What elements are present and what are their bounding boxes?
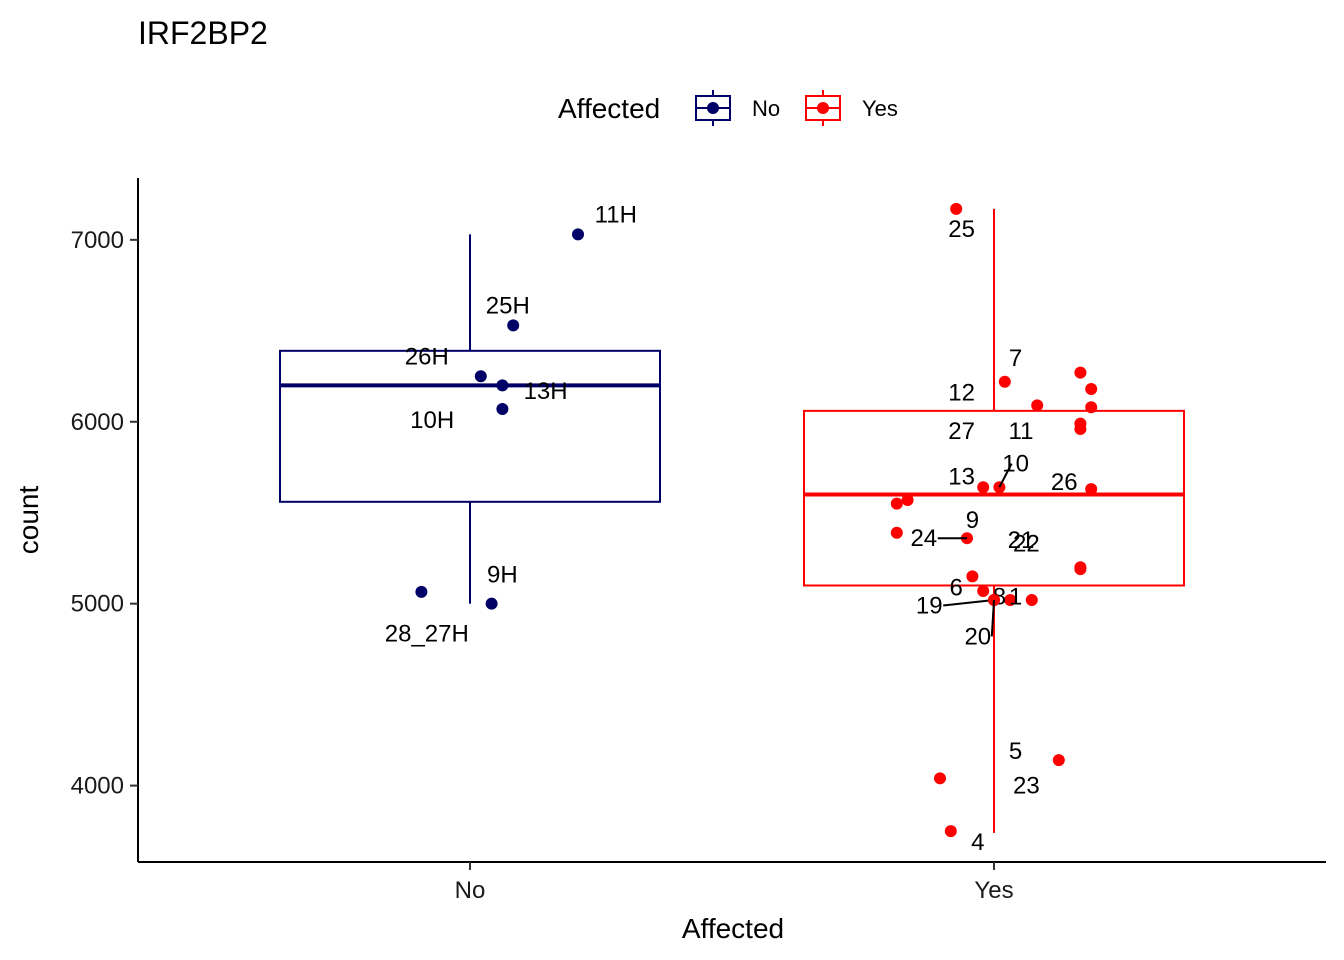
label-leader-line (943, 599, 995, 607)
point-label: 9H (487, 562, 518, 589)
x-axis-title: Affected (682, 913, 784, 944)
data-point (950, 202, 963, 215)
data-point (1052, 754, 1065, 767)
point-label: 19 (916, 593, 943, 620)
data-point (507, 319, 520, 332)
point-label: 6 (950, 574, 963, 601)
y-tick-label: 5000 (71, 591, 124, 618)
point-label: 25 (948, 216, 975, 243)
point-label: 11H (595, 201, 637, 228)
data-point (977, 584, 990, 597)
point-label: 10 (1002, 451, 1029, 478)
point-label: 22 (1013, 531, 1040, 558)
point-label: 13H (524, 378, 568, 405)
data-point (977, 481, 990, 494)
data-point (1074, 423, 1087, 436)
data-point (934, 772, 946, 785)
y-tick-label: 6000 (71, 409, 124, 436)
legend-key-point (817, 102, 829, 114)
point-label: 12 (948, 380, 975, 407)
point-label: 26H (405, 343, 449, 370)
data-point (1074, 366, 1087, 379)
x-tick-label: Yes (974, 877, 1013, 904)
data-point (474, 370, 487, 383)
label-leader-line (998, 463, 1013, 488)
data-point (415, 585, 428, 598)
data-point (1085, 483, 1098, 496)
point-label: 20 (964, 623, 991, 650)
legend: Affected No Yes (558, 90, 898, 126)
point-label: 13 (948, 463, 975, 490)
point-label: 7 (1009, 345, 1022, 372)
iqr-box (803, 409, 1185, 587)
y-axis-title: count (13, 486, 44, 555)
x-axis-ticks: No Yes (455, 862, 1014, 904)
point-label: 1 (1009, 583, 1022, 610)
point-label: 10H (410, 407, 454, 434)
point-label: 26 (1051, 469, 1078, 496)
legend-entry-no: No (695, 90, 780, 126)
point-label: 25H (486, 292, 530, 319)
legend-title: Affected (558, 93, 660, 124)
point-label: 27 (948, 418, 975, 445)
x-tick-label: No (455, 877, 486, 904)
data-point (496, 379, 509, 392)
point-label: 9 (966, 507, 979, 534)
data-point (966, 570, 979, 583)
label-leader-line (990, 599, 995, 637)
y-tick-label: 7000 (71, 227, 124, 254)
data-point (572, 228, 584, 241)
legend-entry-yes: Yes (805, 90, 898, 126)
chart-title: IRF2BP2 (138, 15, 268, 51)
point-label: 5 (1009, 738, 1022, 765)
legend-label: No (752, 96, 780, 121)
y-axis-ticks: 4000 5000 6000 7000 (71, 227, 138, 800)
data-point (901, 493, 914, 506)
legend-key-point (707, 102, 719, 114)
legend-label: Yes (862, 96, 898, 121)
box-group-no: 11H 25H 26H 13H 10H 9H 28_27H (279, 201, 661, 648)
y-tick-label: 4000 (71, 773, 124, 800)
data-point (890, 526, 903, 539)
data-point (1074, 563, 1087, 576)
point-label: 23 (1013, 773, 1040, 800)
data-point (1085, 383, 1098, 396)
plot-area: 11H 25H 26H 13H 10H 9H 28_27H 25 7 12 27 11 13 10 26 9 2… (279, 201, 1185, 856)
data-point (890, 497, 903, 510)
data-point (1025, 594, 1038, 607)
data-point (1004, 594, 1017, 607)
iqr-box (279, 349, 661, 503)
point-label: 11 (1009, 418, 1034, 445)
data-point (998, 375, 1011, 388)
data-point (496, 403, 509, 416)
point-label: 4 (971, 829, 984, 856)
data-point (944, 825, 957, 838)
data-point (1085, 401, 1098, 414)
point-label: 28_27H (385, 621, 469, 648)
data-point (485, 597, 498, 610)
point-label: 24 (910, 525, 937, 552)
point-label: 21 (1008, 527, 1035, 554)
data-point (1031, 399, 1044, 412)
